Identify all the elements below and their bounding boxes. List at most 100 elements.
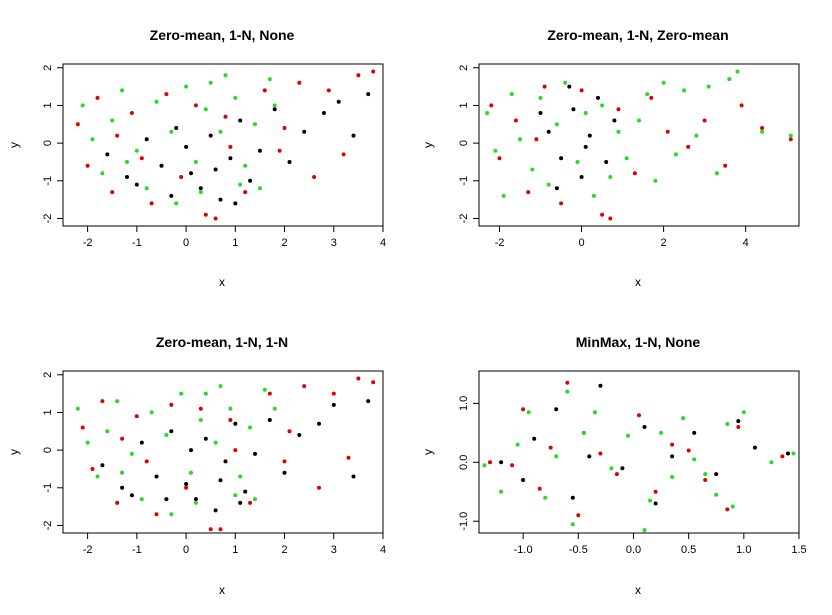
points-layer <box>482 380 796 533</box>
point-red <box>488 460 492 465</box>
x-tick-label: 1 <box>232 237 238 249</box>
point-green <box>692 457 697 462</box>
point-green <box>791 451 796 456</box>
point-red <box>149 201 154 206</box>
point-green <box>661 80 666 85</box>
point-green <box>673 152 678 157</box>
point-black <box>203 436 208 441</box>
point-red <box>248 500 253 505</box>
point-red <box>371 69 376 74</box>
point-red <box>489 103 494 108</box>
point-black <box>154 474 159 479</box>
y-tick-label: 1 <box>42 102 54 108</box>
point-black <box>670 454 675 459</box>
point-green <box>125 160 129 164</box>
point-red <box>608 216 613 221</box>
point-green <box>257 186 262 191</box>
point-red <box>80 425 85 430</box>
points-layer <box>485 69 793 221</box>
point-red <box>788 137 793 142</box>
point-red <box>85 163 90 168</box>
point-black <box>159 163 164 168</box>
x-axis: -1.0 -0.5 0.0 0.5 1.0 1.5 <box>514 533 807 556</box>
y-axis: -2 -1 0 1 2 <box>458 65 479 223</box>
point-green <box>179 391 184 396</box>
point-green <box>262 387 267 392</box>
point-green <box>169 129 174 134</box>
point-green <box>134 148 139 153</box>
point-black <box>579 175 584 179</box>
y-tick-label: 1 <box>458 102 470 108</box>
point-red <box>297 80 302 85</box>
point-green <box>174 201 179 206</box>
point-black <box>366 399 371 404</box>
point-red <box>665 129 670 134</box>
point-black <box>653 501 658 506</box>
point-red <box>144 459 149 464</box>
point-green <box>243 163 248 168</box>
point-red <box>736 425 741 429</box>
point-green <box>100 171 105 176</box>
point-red <box>703 478 708 482</box>
point-red <box>193 103 198 108</box>
point-black <box>596 95 600 100</box>
point-red <box>179 175 184 179</box>
y-tick-label: 2 <box>458 65 470 71</box>
y-axis: -2 -1 0 1 2 <box>42 372 63 530</box>
point-red <box>780 454 785 459</box>
point-green <box>253 122 257 127</box>
point-green <box>485 111 490 115</box>
point-green <box>482 463 487 468</box>
x-axis-label: x <box>219 275 225 289</box>
point-red <box>243 190 248 195</box>
point-black <box>587 454 592 459</box>
point-red <box>565 380 570 385</box>
point-red <box>576 513 581 518</box>
y-tick-label: 2 <box>42 65 54 71</box>
point-red <box>548 445 553 450</box>
x-tick-label: 0 <box>183 237 189 249</box>
point-black <box>598 383 603 388</box>
point-black <box>218 478 223 483</box>
point-red <box>110 190 115 195</box>
point-red <box>725 507 730 512</box>
point-green <box>609 466 614 471</box>
point-black <box>238 118 243 123</box>
point-black <box>351 474 356 479</box>
x-tick-label: -1.0 <box>514 544 533 556</box>
y-tick-label: -1 <box>42 176 54 186</box>
point-black <box>499 460 504 465</box>
point-green <box>203 107 208 112</box>
point-red <box>282 126 287 130</box>
point-red <box>326 88 331 93</box>
y-axis: -1.0 0.0 1.0 <box>458 396 479 531</box>
point-red <box>302 384 307 389</box>
points-layer <box>75 69 376 221</box>
point-green <box>554 454 559 459</box>
point-black <box>193 497 198 502</box>
point-red <box>534 137 539 142</box>
x-tick-label: 0.5 <box>681 544 696 556</box>
point-green <box>149 410 154 415</box>
x-tick-label: -2 <box>83 544 93 556</box>
point-red <box>203 212 208 217</box>
point-green <box>238 182 243 187</box>
point-red <box>537 486 542 491</box>
point-red <box>90 467 95 471</box>
point-black <box>253 451 257 456</box>
x-tick-label: -0.5 <box>569 544 588 556</box>
point-green <box>189 470 193 475</box>
point-green <box>169 512 174 517</box>
point-green <box>624 156 629 161</box>
x-tick-label: -2 <box>83 237 93 249</box>
point-black <box>213 508 218 513</box>
y-tick-label: 0 <box>42 447 54 453</box>
point-red <box>670 442 675 447</box>
point-black <box>559 156 564 161</box>
point-black <box>198 186 203 191</box>
point-black <box>228 156 233 161</box>
y-axis: -2 -1 0 1 2 <box>42 65 63 223</box>
point-black <box>272 107 277 112</box>
point-red <box>287 429 292 434</box>
point-black <box>139 440 144 445</box>
